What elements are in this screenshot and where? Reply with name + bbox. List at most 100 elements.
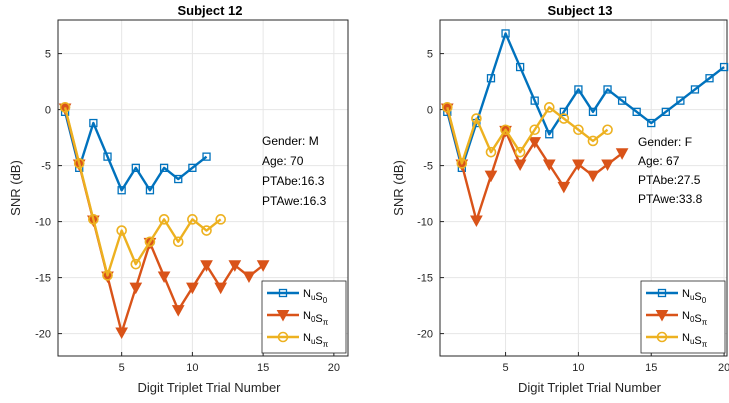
legend-label-sub: π bbox=[323, 318, 329, 327]
y-axis-label: SNR (dB) bbox=[8, 160, 23, 216]
y-tick-label: -5 bbox=[423, 161, 433, 173]
plot-area-frame bbox=[57, 19, 349, 357]
legend-entry: N0Sπ bbox=[267, 310, 329, 327]
data-point bbox=[528, 137, 542, 149]
data-point bbox=[172, 236, 184, 248]
data-point bbox=[157, 271, 171, 284]
legend-label-sub: u bbox=[311, 337, 315, 346]
y-tick-label: -15 bbox=[417, 273, 433, 285]
legend-label: NuSπ bbox=[303, 332, 329, 349]
y-tick-label: 0 bbox=[45, 105, 51, 117]
series-circle-3 bbox=[441, 102, 613, 169]
annotation-text: PTAbe:16.3 bbox=[262, 174, 325, 188]
series-line bbox=[63, 107, 222, 277]
legend-label-sub: u bbox=[690, 337, 694, 346]
legend-label-main: N bbox=[303, 310, 311, 322]
annotation-text: Age: 67 bbox=[638, 154, 680, 168]
legend-label: N0Sπ bbox=[682, 310, 708, 327]
legend-marker bbox=[276, 310, 290, 322]
y-tick-label: -20 bbox=[417, 329, 433, 341]
legend-entry: N0Sπ bbox=[646, 310, 708, 327]
data-point bbox=[661, 107, 670, 116]
data-point bbox=[88, 214, 99, 225]
data-point bbox=[542, 159, 556, 172]
legend-label-main: S bbox=[315, 291, 322, 303]
data-point bbox=[201, 225, 212, 236]
data-point bbox=[470, 215, 483, 228]
plot-area-frame bbox=[439, 19, 728, 357]
legend-label-main: N bbox=[682, 288, 690, 300]
data-point bbox=[574, 85, 583, 94]
annotation-text: PTAwe:16.3 bbox=[262, 194, 327, 208]
legend-marker bbox=[277, 331, 289, 343]
data-point bbox=[145, 186, 155, 195]
legend-entry: NuS0 bbox=[646, 288, 707, 305]
data-point bbox=[557, 181, 571, 194]
data-point bbox=[586, 170, 600, 183]
legend-entry: NuSπ bbox=[267, 331, 329, 349]
legend-marker bbox=[278, 288, 288, 298]
legend-label: NuSπ bbox=[682, 332, 708, 349]
data-point bbox=[103, 152, 112, 161]
y-tick-label: 0 bbox=[427, 105, 433, 117]
legend-label-main: S bbox=[315, 313, 322, 325]
legend-label-main: S bbox=[694, 291, 701, 303]
annotation-text: Gender: M bbox=[262, 134, 319, 148]
legend-label-main: N bbox=[682, 310, 690, 322]
legend-marker bbox=[656, 331, 668, 343]
x-tick-label: 15 bbox=[257, 362, 269, 374]
data-point bbox=[559, 107, 568, 116]
data-point bbox=[187, 214, 198, 225]
data-point bbox=[158, 214, 170, 225]
data-point bbox=[500, 124, 511, 136]
y-axis-label: SNR (dB) bbox=[391, 160, 406, 216]
series-line bbox=[446, 32, 725, 170]
legend-label: NuS0 bbox=[303, 288, 328, 305]
legend-label-main: N bbox=[303, 288, 311, 300]
legend-marker bbox=[655, 310, 669, 322]
legend-label-sub: π bbox=[702, 318, 708, 327]
legend-marker bbox=[657, 288, 667, 298]
data-point bbox=[117, 186, 126, 195]
series-line bbox=[446, 106, 609, 165]
x-tick-label: 15 bbox=[645, 362, 657, 374]
data-point bbox=[59, 102, 71, 113]
x-tick-label: 10 bbox=[572, 362, 584, 374]
data-point bbox=[572, 159, 585, 172]
data-point bbox=[159, 163, 169, 172]
data-point bbox=[485, 146, 497, 158]
legend-entry: NuSπ bbox=[646, 331, 708, 349]
data-point bbox=[129, 282, 143, 295]
x-axis-label: Digit Triplet Trial Number bbox=[518, 380, 662, 395]
data-point bbox=[456, 158, 468, 169]
legend-label-main: N bbox=[682, 332, 690, 344]
legend-label-main: N bbox=[303, 332, 311, 344]
data-point bbox=[573, 124, 584, 136]
data-point bbox=[131, 163, 140, 172]
x-tick-label: 20 bbox=[718, 362, 729, 374]
chart-panel-2: 5 10 15 20 5 0 -5 -10 -15 -20 Subject 13 Digit Trip… bbox=[391, 3, 729, 395]
data-point bbox=[188, 163, 197, 172]
data-point bbox=[719, 62, 729, 72]
data-point bbox=[647, 118, 656, 128]
data-point bbox=[186, 282, 199, 295]
annotation-text: Gender: F bbox=[638, 135, 692, 149]
data-point bbox=[171, 305, 185, 317]
data-point bbox=[513, 159, 527, 172]
data-point bbox=[676, 96, 685, 105]
data-point bbox=[545, 130, 554, 139]
legend-label-main: S bbox=[315, 335, 322, 347]
data-point bbox=[705, 74, 714, 83]
data-point bbox=[587, 135, 599, 147]
data-point bbox=[602, 124, 613, 136]
legend-label-main: S bbox=[694, 313, 701, 325]
data-point bbox=[514, 146, 526, 158]
series-circle-3 bbox=[59, 102, 226, 281]
data-point bbox=[144, 236, 156, 248]
legend-entry: NuS0 bbox=[267, 288, 328, 305]
data-point bbox=[617, 96, 627, 105]
y-tick-label: 5 bbox=[45, 49, 51, 61]
